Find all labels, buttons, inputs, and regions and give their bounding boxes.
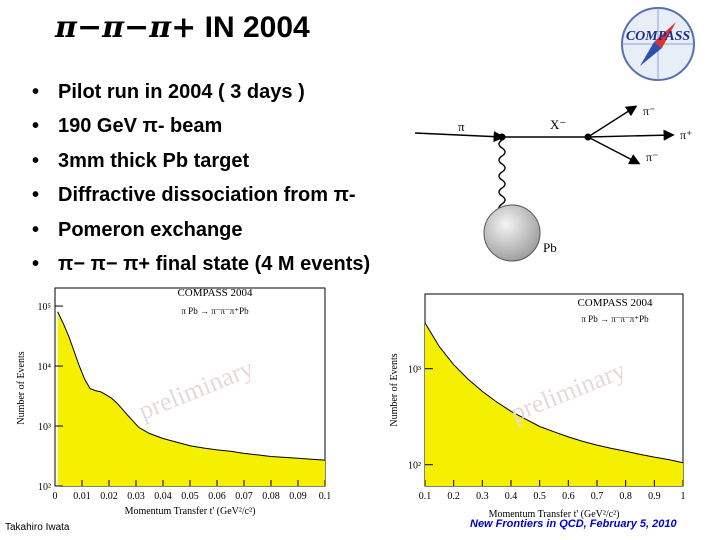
title-suffix: IN 2004 — [204, 11, 310, 44]
logo-needle-north — [654, 22, 676, 48]
x-tick-label: 0.8 — [619, 491, 632, 502]
bullet-item: Pilot run in 2004 ( 3 days ) — [32, 78, 370, 112]
x-tick-label: 0.3 — [476, 491, 489, 502]
out-label-1: π⁻ — [643, 104, 655, 118]
histogram-outline — [424, 322, 684, 464]
y-ticks: 10² 10³ 10⁴ 10⁵ — [38, 302, 63, 493]
out-label-2: π⁺ — [680, 128, 692, 142]
x-ticks: 0.1 0.2 0.3 0.4 0.5 0.6 0.7 0.8 0.9 1 — [419, 480, 686, 502]
x-tick-label: 0.1 — [319, 491, 330, 502]
histogram-fill — [57, 311, 325, 486]
compass-logo: COMPASS — [621, 7, 695, 81]
bullet-item: 3mm thick Pb target — [32, 147, 370, 181]
bullet-item: Diffractive dissociation from π- — [32, 181, 370, 215]
out-line-3 — [587, 136, 641, 165]
feynman-diagram: π X⁻ π⁻ π⁺ π⁻ Pb — [414, 104, 692, 262]
x-tick-label: 0.09 — [289, 491, 307, 502]
logo-needle-south — [640, 42, 662, 66]
target-label: Pb — [543, 240, 557, 255]
x-tick-label: 0.06 — [208, 491, 226, 502]
x-tick-label: 0.05 — [181, 491, 199, 502]
x-ticks: 0 0.01 0.02 0.03 0.04 0.05 0.06 0.07 0.08 0.09 0.1 — [53, 480, 330, 502]
y-axis-label: Number of Events — [16, 351, 27, 424]
x-tick-label: 0.1 — [419, 491, 432, 502]
x-tick-label: 0.01 — [73, 491, 91, 502]
logo-text: COMPASS — [626, 29, 691, 44]
x-tick-label: 0.6 — [562, 491, 575, 502]
x-tick-label: 0.04 — [154, 491, 172, 502]
plot-title: COMPASS 2004 — [177, 287, 253, 299]
footer-event: New Frontiers in QCD, February 5, 2010 — [470, 518, 677, 530]
bullet-item: π− π− π+ final state (4 M events) — [32, 250, 370, 284]
y-ticks: 10² 10³ — [408, 365, 433, 472]
plot-title: COMPASS 2004 — [577, 297, 653, 309]
title-particles: π−π−π+ — [55, 10, 197, 45]
plot-subtitle: π Pb → π⁻π⁻π⁺Pb — [181, 306, 249, 316]
bullet-list: Pilot run in 2004 ( 3 days ) 190 GeV π- … — [32, 78, 370, 284]
x-tick-label: 0.02 — [100, 491, 118, 502]
x-tick-label: 1 — [681, 491, 686, 502]
beam-label: π — [458, 119, 465, 134]
x-tick-label: 0.2 — [447, 491, 460, 502]
out-line-2 — [587, 129, 675, 141]
x-axis-label: Momentum Transfer t' (GeV²/c²) — [489, 509, 620, 520]
y-tick-label: 10² — [38, 482, 51, 493]
y-tick-label: 10⁵ — [38, 302, 52, 313]
bullet-item: Pomeron exchange — [32, 216, 370, 250]
out-label-3: π⁻ — [646, 150, 658, 164]
bullet-item: 190 GeV π- beam — [32, 112, 370, 146]
histogram-fill — [425, 322, 683, 486]
x-tick-label: 0.07 — [235, 491, 253, 502]
plot-series — [424, 322, 684, 486]
y-axis-label: Number of Events — [389, 353, 400, 426]
x-tick-label: 0.9 — [648, 491, 661, 502]
x-tick-label: 0.4 — [505, 491, 518, 502]
y-tick-label: 10² — [408, 461, 421, 472]
vertex-dot — [498, 133, 506, 141]
footer-author: Takahiro Iwata — [5, 522, 70, 533]
plot-subtitle: π Pb → π⁻π⁻π⁺Pb — [581, 314, 649, 324]
x-tick-label: 0.03 — [127, 491, 145, 502]
histogram-outline — [57, 311, 326, 461]
x-tick-label: 0.7 — [591, 491, 604, 502]
pb-nucleus — [483, 204, 541, 262]
x-tick-label: 0.08 — [262, 491, 280, 502]
tprime-plot-low: 0 0.01 0.02 0.03 0.04 0.05 0.06 0.07 0.08 0.09 0.1… — [16, 287, 330, 517]
plot-series — [57, 311, 326, 486]
y-tick-label: 10³ — [38, 422, 51, 433]
y-tick-label: 10⁴ — [38, 362, 52, 373]
x-tick-label: 0.5 — [533, 491, 546, 502]
x-label: X⁻ — [550, 117, 566, 132]
beam-line — [414, 131, 505, 143]
x-axis-label: Momentum Transfer t' (GeV²/c²) — [125, 506, 256, 517]
y-tick-label: 10³ — [408, 365, 421, 376]
slide-title: π−π−π+ IN 2004 — [55, 10, 310, 45]
x-tick-label: 0 — [53, 491, 58, 502]
out-line-1 — [587, 105, 638, 138]
